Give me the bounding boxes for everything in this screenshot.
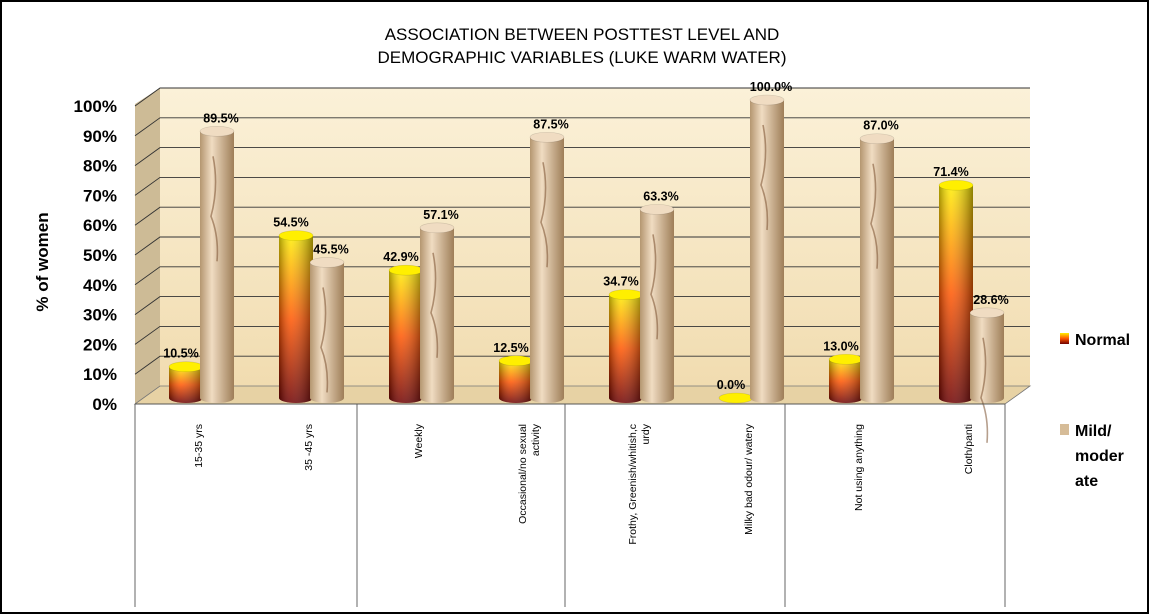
category-label: Cloth/panti [963,424,975,474]
bar-normal [828,353,864,403]
data-labels: 10.5% 89.5% 54.5% 45.5% 42.9% 57.1% 12.5% 87.5%… [163,80,1008,392]
data-label-mild: 87.0% [863,119,898,133]
data-label-mild: 63.3% [643,189,678,203]
y-tick-label: 80% [83,157,117,176]
gridline [134,176,1030,196]
legend-label-mild-line-1: Mild/ [1075,423,1112,440]
legend-swatch-normal [1060,333,1069,344]
legend-label-normal: Normal [1075,332,1130,349]
bar-mild [859,133,895,404]
gridline [134,147,1030,166]
bar-mild [639,204,675,403]
category-label: Occasional/no sexual [517,424,529,524]
y-tick-label: 100% [74,97,117,116]
bar-mild [969,307,1005,443]
data-label-mild: 100.0% [750,80,792,94]
chart-title-line-1: ASSOCIATION BETWEEN POSTTEST LEVEL AND [385,25,780,44]
gridline [134,266,1030,286]
y-tick-label: 10% [83,365,117,384]
data-label-mild: 57.1% [423,208,458,222]
gridline [134,355,1030,375]
category-label: activity [530,423,542,456]
y-tick-label: 20% [83,335,117,354]
data-label-normal: 42.9% [383,250,418,264]
bar-mild [309,257,345,403]
bar-mild [529,131,565,403]
category-label: Frothy, Greenish/whitish,c [627,424,639,545]
plot-floor [133,385,1032,405]
legend: Normal Mild/ moder ate [1060,332,1130,490]
y-axis-ticks: 0% 10% 20% 30% 40% 50% 60% 70% 80% 90% 100% [74,97,117,414]
bar-mild [749,94,785,403]
y-tick-label: 30% [83,306,117,325]
bar-mild [199,125,235,404]
chart-title-line-2: DEMOGRAPHIC VARIABLES (LUKE WARM WATER) [378,48,787,67]
category-label: Weekly [413,423,425,458]
y-tick-label: 50% [83,246,117,265]
bar-normal [278,230,314,403]
category-label: urdy [640,423,652,444]
y-tick-label: 60% [83,216,117,235]
category-label: Milky bad odour/ watery [743,423,755,535]
data-label-normal: 10.5% [163,347,198,361]
gridlines [134,87,1030,375]
data-label-mild: 45.5% [313,242,348,256]
category-label: 15-35 yrs [193,424,205,468]
category-table: 15-35 yrs 35 -45 yrs Weekly Occasional/no s… [134,403,1006,607]
gridline [134,87,1030,107]
legend-label-mild-line-3: ate [1075,473,1098,490]
category-label: Not using anything [853,424,865,511]
data-label-normal: 12.5% [493,341,528,355]
data-label-normal: 71.4% [933,165,968,179]
data-label-normal: 54.5% [273,216,308,230]
y-axis-label: % of women [33,212,52,311]
bar-normal [938,179,974,403]
bar-normal [718,392,754,404]
gridline [134,117,1030,137]
y-tick-label: 0% [92,395,117,414]
legend-swatch-mild [1060,424,1069,435]
bar-normal [388,264,424,403]
gridline [134,236,1030,256]
bar-normal [608,289,644,403]
data-label-normal: 34.7% [603,275,638,289]
data-label-mild: 28.6% [973,293,1008,307]
gridline [134,206,1030,226]
bars [168,94,1005,443]
bar-normal [168,361,204,403]
data-label-normal: 0.0% [717,378,746,392]
y-tick-label: 70% [83,186,117,205]
legend-label-mild-line-2: moder [1075,448,1124,465]
data-label-mild: 87.5% [533,117,568,131]
y-tick-label: 90% [83,127,117,146]
category-label: 35 -45 yrs [303,424,315,471]
y-tick-label: 40% [83,276,117,295]
bar-normal [498,355,534,403]
bar-mild [419,222,455,403]
data-label-normal: 13.0% [823,339,858,353]
gridline [134,296,1030,315]
data-label-mild: 89.5% [203,111,238,125]
gridline [134,325,1030,345]
